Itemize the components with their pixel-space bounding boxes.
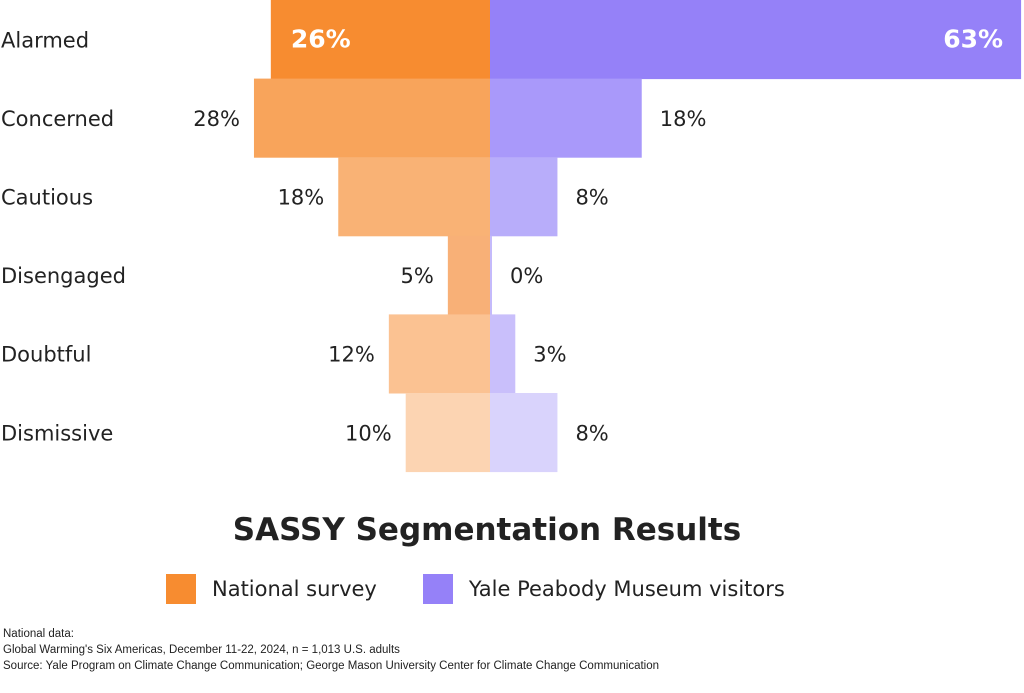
bar-national-cautious (338, 157, 490, 237)
bar-national-doubtful (388, 314, 490, 394)
bar-peabody-alarmed (490, 0, 1022, 80)
note-line: National data: (3, 628, 74, 640)
category-label-disengaged: Disengaged (1, 264, 126, 288)
source-notes: National data: Global Warming's Six Amer… (3, 626, 659, 674)
bar-peabody-cautious (490, 157, 558, 237)
legend: National survey Yale Peabody Museum visi… (166, 574, 831, 604)
data-label-peabody-cautious: 8% (575, 186, 608, 210)
bar-national-concerned (253, 78, 490, 158)
data-label-peabody-alarmed: 63% (943, 24, 1003, 53)
data-label-peabody-doubtful: 3% (533, 343, 566, 367)
category-label-alarmed: Alarmed (1, 28, 89, 52)
note-line: Source: Yale Program on Climate Change C… (3, 660, 660, 672)
segmentation-chart: Alarmed 26% 63% Concerned 28% 18% Cautious 18% 8… (1, 0, 1022, 473)
legend-item-peabody: Yale Peabody Museum visitors (422, 574, 785, 604)
data-label-national-concerned: 28% (193, 107, 240, 131)
bar-national-dismissive (405, 393, 490, 473)
data-label-national-doubtful: 12% (328, 343, 375, 367)
bar-national-alarmed (270, 0, 490, 80)
data-label-national-cautious: 18% (278, 186, 325, 210)
data-label-peabody-disengaged: 0% (510, 264, 543, 288)
data-label-national-alarmed: 26% (291, 24, 351, 53)
legend-label-national: National survey (212, 577, 377, 601)
chart-title: SASSY Segmentation Results (232, 512, 742, 548)
data-label-peabody-dismissive: 8% (575, 421, 608, 445)
bar-peabody-doubtful (490, 314, 516, 394)
data-label-national-dismissive: 10% (345, 421, 392, 445)
bar-peabody-disengaged (490, 235, 492, 315)
category-label-dismissive: Dismissive (1, 421, 113, 445)
data-label-peabody-concerned: 18% (660, 107, 707, 131)
legend-item-national: National survey (166, 574, 377, 604)
bar-peabody-dismissive (490, 393, 558, 473)
legend-label-peabody: Yale Peabody Museum visitors (468, 577, 785, 601)
category-label-concerned: Concerned (1, 107, 114, 131)
bar-peabody-concerned (490, 78, 642, 158)
category-label-cautious: Cautious (1, 186, 93, 210)
data-label-national-disengaged: 5% (401, 264, 434, 288)
bar-national-disengaged (447, 235, 490, 315)
category-label-doubtful: Doubtful (1, 343, 91, 367)
legend-swatch-national (166, 574, 196, 604)
note-line: Global Warming's Six Americas, December … (3, 644, 400, 656)
legend-swatch-peabody (422, 574, 453, 604)
